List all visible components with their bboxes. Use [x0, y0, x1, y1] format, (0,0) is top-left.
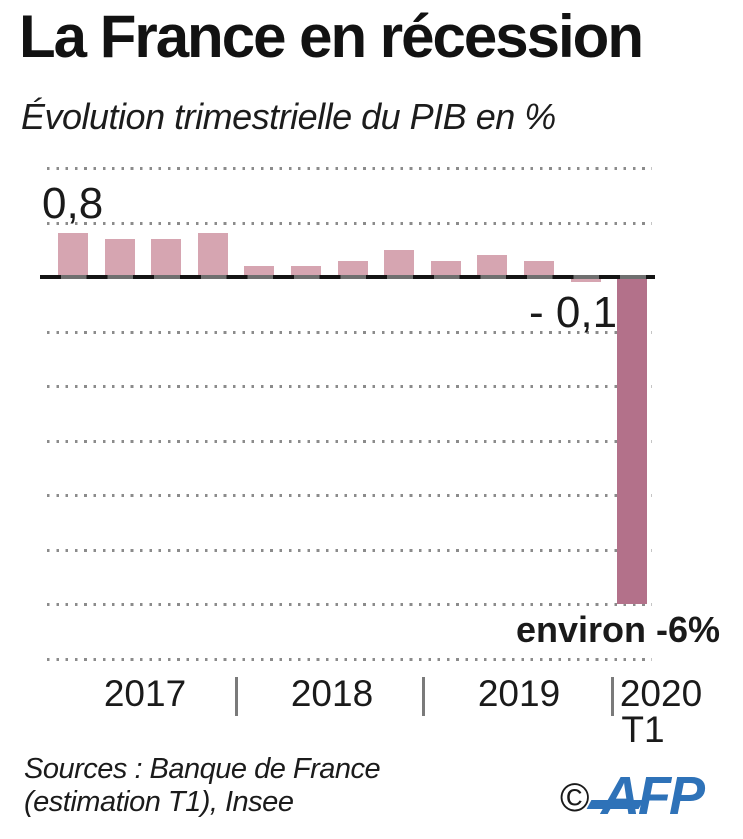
zero-axis — [40, 275, 655, 279]
bar-2020-T1 — [617, 277, 648, 604]
bar-2017-T3 — [151, 238, 182, 277]
bar-2018-T4 — [384, 249, 415, 277]
bar-2019-T1 — [430, 260, 461, 277]
year-separator-3 — [611, 677, 614, 716]
data-label-2020-T1: environ -6% — [515, 609, 720, 650]
afp-logo: AFP — [586, 769, 705, 823]
bar-2018-T1 — [244, 266, 275, 277]
gridline-2 — [47, 167, 652, 170]
gridline--2 — [47, 385, 652, 388]
bar-2017-T4 — [197, 233, 228, 277]
afp-logo-bar — [586, 800, 644, 809]
year-label-2018: 2018 — [290, 673, 374, 714]
bar-2019-T3 — [524, 260, 554, 277]
year-separator-2 — [422, 677, 425, 716]
year-label-2020: 2020 — [619, 673, 703, 714]
gridline-1 — [47, 221, 652, 225]
bar-2018-T3 — [337, 260, 368, 277]
copyright-symbol: © — [560, 776, 590, 820]
bar-2017-T2 — [104, 238, 135, 277]
sources-line-2: (estimation T1), Insee — [24, 786, 294, 818]
chart-subtitle: Évolution trimestrielle du PIB en % — [21, 96, 556, 137]
gridline--3 — [47, 439, 652, 443]
gridline--7 — [47, 657, 652, 661]
afp-logo-text: AFP — [601, 766, 705, 826]
page-title: La France en récession — [19, 3, 644, 70]
year-separator-1 — [235, 677, 238, 716]
bar-2017-T1 — [58, 233, 88, 277]
data-label-2017-T1: 0,8 — [42, 179, 104, 228]
gridline--5 — [47, 548, 652, 552]
sources-line-1: Sources : Banque de France — [24, 753, 381, 785]
gridline--1 — [47, 330, 652, 334]
bar-2018-T2 — [291, 266, 321, 277]
bar-2019-T2 — [477, 255, 508, 277]
gridline--6 — [47, 603, 652, 606]
year-label-2017: 2017 — [103, 673, 187, 714]
sources-text: Sources : Banque de France (estimation T… — [24, 753, 381, 819]
bar-2019-T4 — [570, 277, 601, 283]
gridline--4 — [47, 494, 652, 497]
quarter-label-t1: T1 — [621, 709, 665, 750]
data-label-2019-T4: - 0,1 — [529, 288, 618, 337]
year-label-2019: 2019 — [477, 673, 561, 714]
